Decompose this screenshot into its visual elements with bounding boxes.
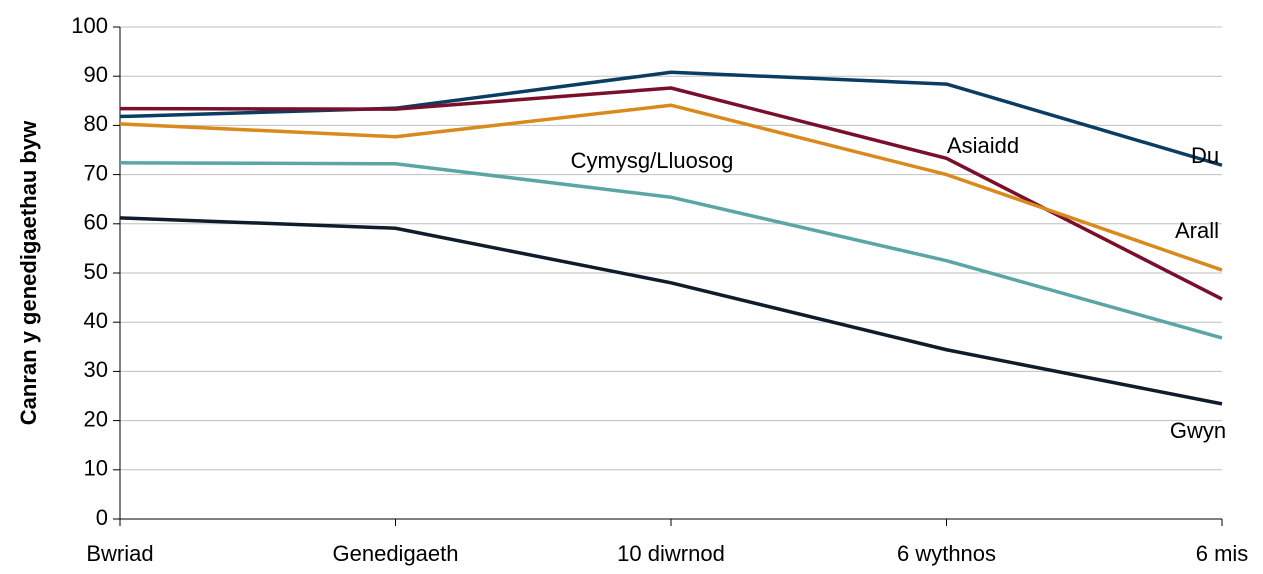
y-tick-label: 20	[84, 406, 108, 431]
y-axis-label: Canran y genedigaethau byw	[16, 120, 41, 425]
y-tick-label: 10	[84, 456, 108, 481]
series-line	[119, 103, 1223, 272]
x-tick-label: 6 wythnos	[897, 541, 996, 566]
x-tick-label: Genedigaeth	[333, 541, 459, 566]
y-tick-label: 50	[84, 259, 108, 284]
series-line	[119, 216, 1223, 406]
series-label: Gwyn	[1170, 418, 1226, 443]
y-tick-label: 80	[84, 111, 108, 136]
series-line	[119, 86, 1223, 301]
y-tick-label: 40	[84, 308, 108, 333]
series-line	[119, 161, 1223, 340]
y-tick-label: 30	[84, 357, 108, 382]
x-tick-label: 6 mis	[1196, 541, 1249, 566]
y-tick-label: 70	[84, 160, 108, 185]
x-tick-label: 10 diwrnod	[617, 541, 725, 566]
y-tick-label: 90	[84, 62, 108, 87]
y-tick-label: 100	[71, 13, 108, 38]
series-label: Arall	[1175, 218, 1219, 243]
series-label: Cymysg/Lluosog	[571, 148, 734, 173]
series-label: Asiaidd	[947, 133, 1019, 158]
series-label: Du	[1191, 143, 1219, 168]
y-tick-label: 0	[96, 505, 108, 530]
x-tick-label: Bwriad	[86, 541, 153, 566]
series-line	[119, 70, 1223, 167]
y-tick-label: 60	[84, 210, 108, 235]
